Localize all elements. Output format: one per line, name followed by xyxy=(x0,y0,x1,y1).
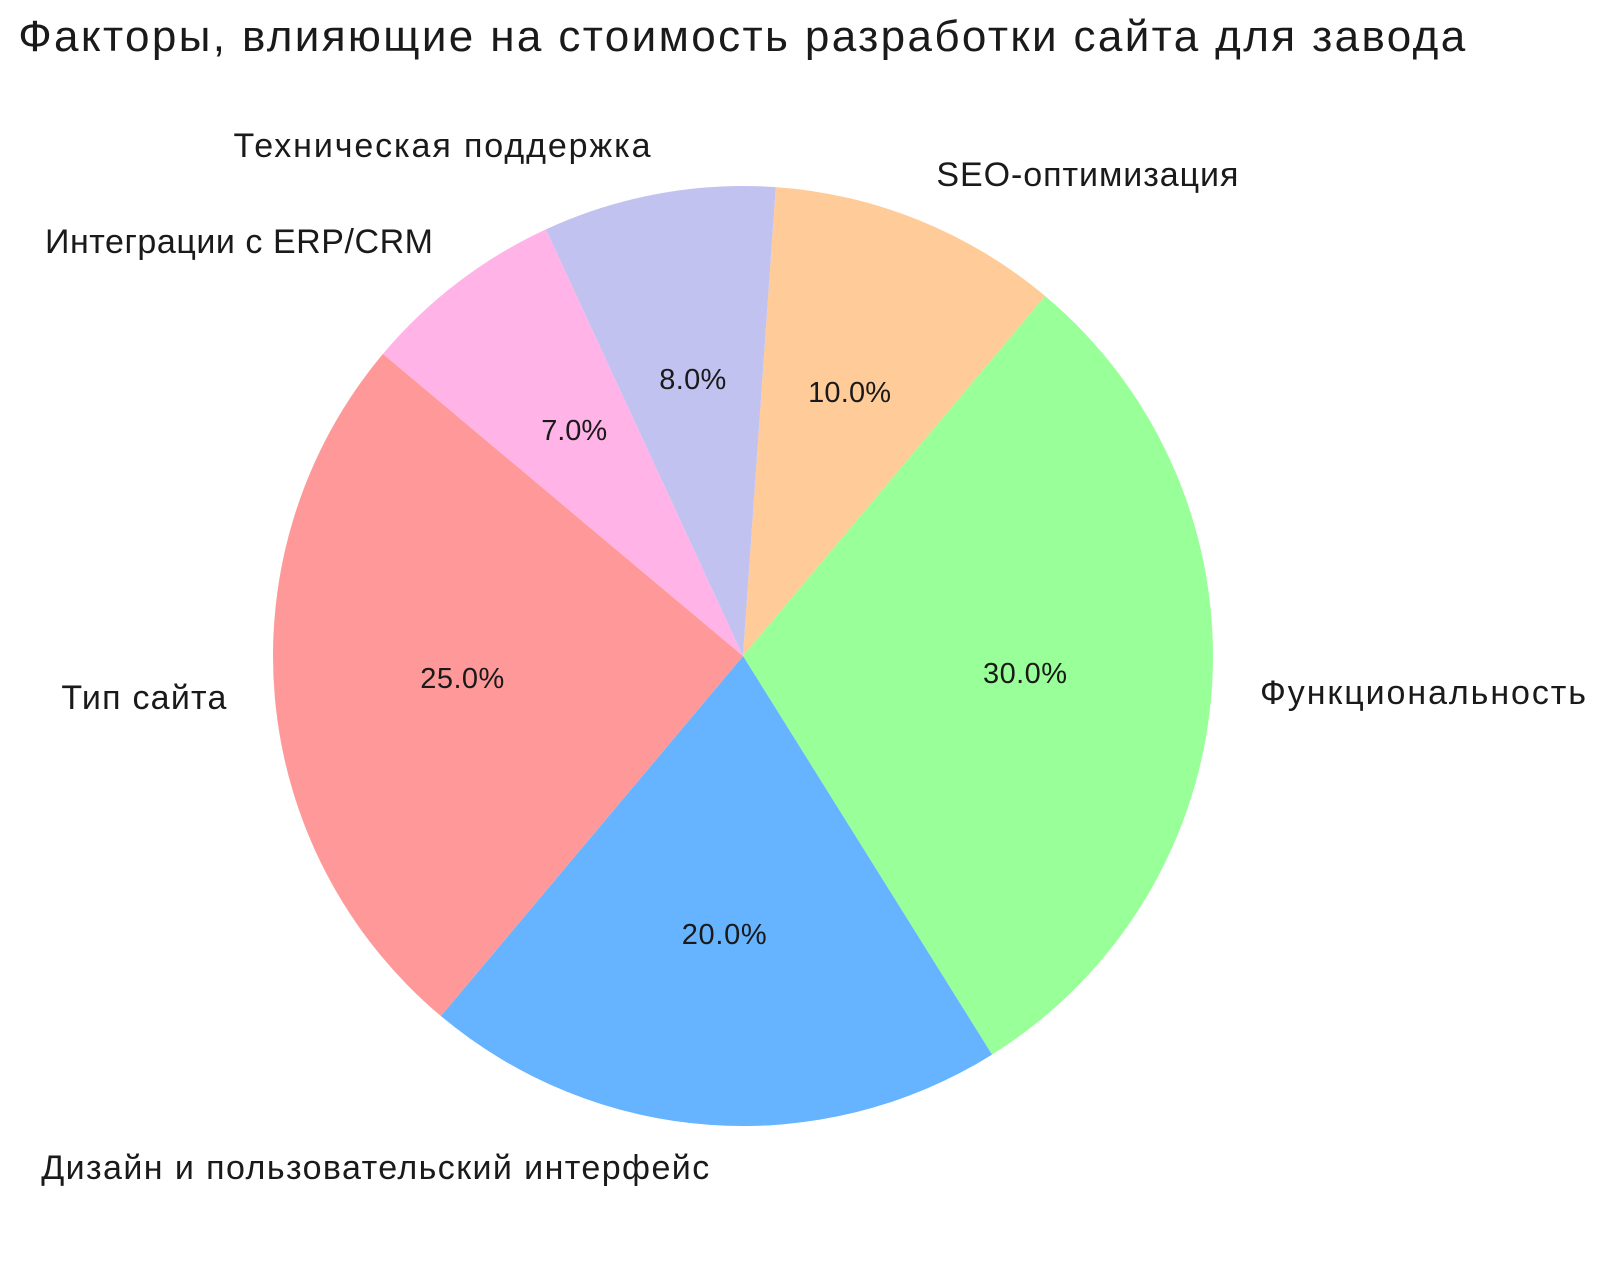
svg-text:Интеграции с ERP/CRM: Интеграции с ERP/CRM xyxy=(45,223,433,261)
svg-text:Дизайн и пользовательский инте: Дизайн и пользовательский интерфейс xyxy=(41,1149,709,1187)
svg-text:25.0%: 25.0% xyxy=(420,663,504,695)
svg-text:20.0%: 20.0% xyxy=(682,919,767,951)
svg-text:10.0%: 10.0% xyxy=(808,377,891,409)
svg-text:Функциональность: Функциональность xyxy=(1260,674,1586,712)
svg-text:Факторы, влияющие на стоимость: Факторы, влияющие на стоимость разработк… xyxy=(18,12,1466,61)
svg-text:8.0%: 8.0% xyxy=(659,364,726,396)
svg-text:7.0%: 7.0% xyxy=(541,415,607,447)
svg-text:Техническая поддержка: Техническая поддержка xyxy=(234,127,651,165)
svg-text:Тип сайта: Тип сайта xyxy=(61,679,226,717)
svg-text:SEO-оптимизация: SEO-оптимизация xyxy=(936,156,1238,194)
svg-text:30.0%: 30.0% xyxy=(983,658,1067,690)
